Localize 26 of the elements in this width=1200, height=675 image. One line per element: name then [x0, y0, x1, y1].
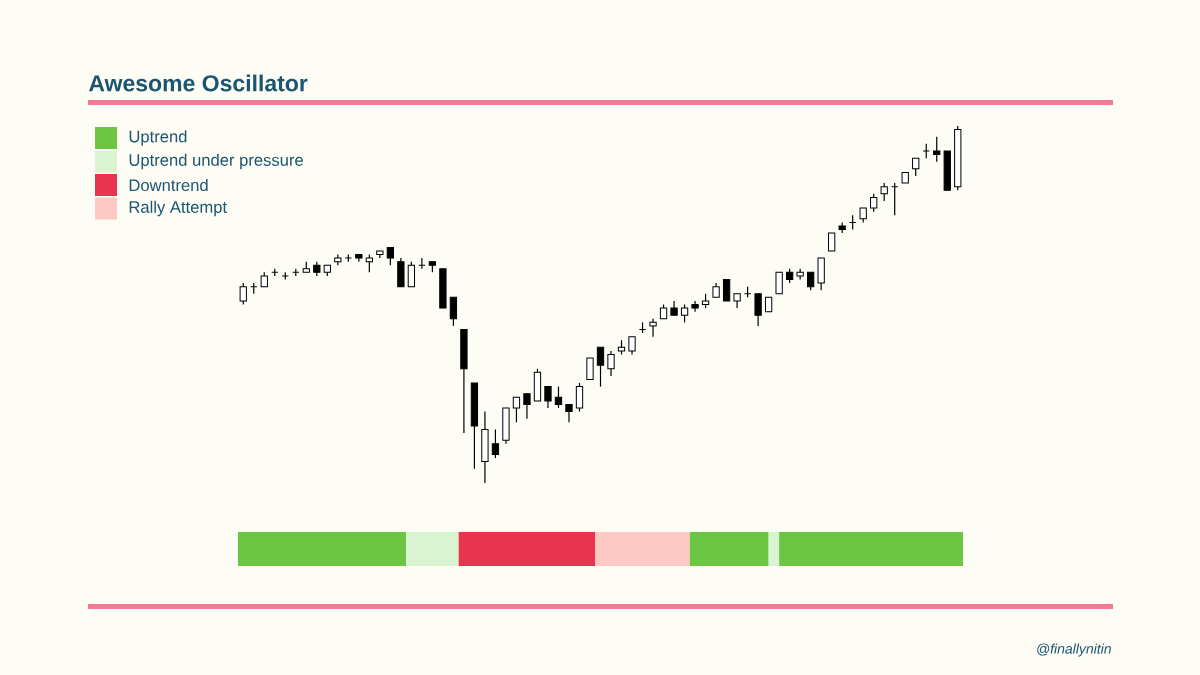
- candlestick: [239, 282, 247, 306]
- candlestick: [775, 271, 783, 295]
- candlestick: [586, 357, 594, 380]
- candlestick: [722, 278, 731, 302]
- candlestick: [544, 386, 552, 409]
- text: Rally Attempt: [129, 200, 227, 217]
- candlestick: [575, 382, 584, 413]
- candlestick: [691, 300, 699, 313]
- candlestick: [491, 428, 500, 459]
- candlestick: [565, 403, 573, 423]
- candlestick: [449, 296, 458, 327]
- candlestick: [754, 293, 762, 327]
- candlestick: [596, 346, 605, 388]
- candlestick: [796, 268, 804, 281]
- candlestick: [649, 318, 657, 338]
- candlestick: [607, 350, 615, 377]
- candlestick: [512, 396, 521, 423]
- chart-title: Awesome Oscillator: [88, 74, 308, 92]
- annotation: Uptrend under pressure: [129, 153, 303, 170]
- text: @finallynitin: [1037, 643, 1111, 657]
- candlestick: [523, 393, 531, 420]
- candlestick: [407, 261, 416, 288]
- candlestick: [554, 386, 563, 409]
- text: Downtrend: [129, 178, 208, 192]
- candlestick: [933, 136, 941, 163]
- text: Uptrend: [129, 130, 187, 146]
